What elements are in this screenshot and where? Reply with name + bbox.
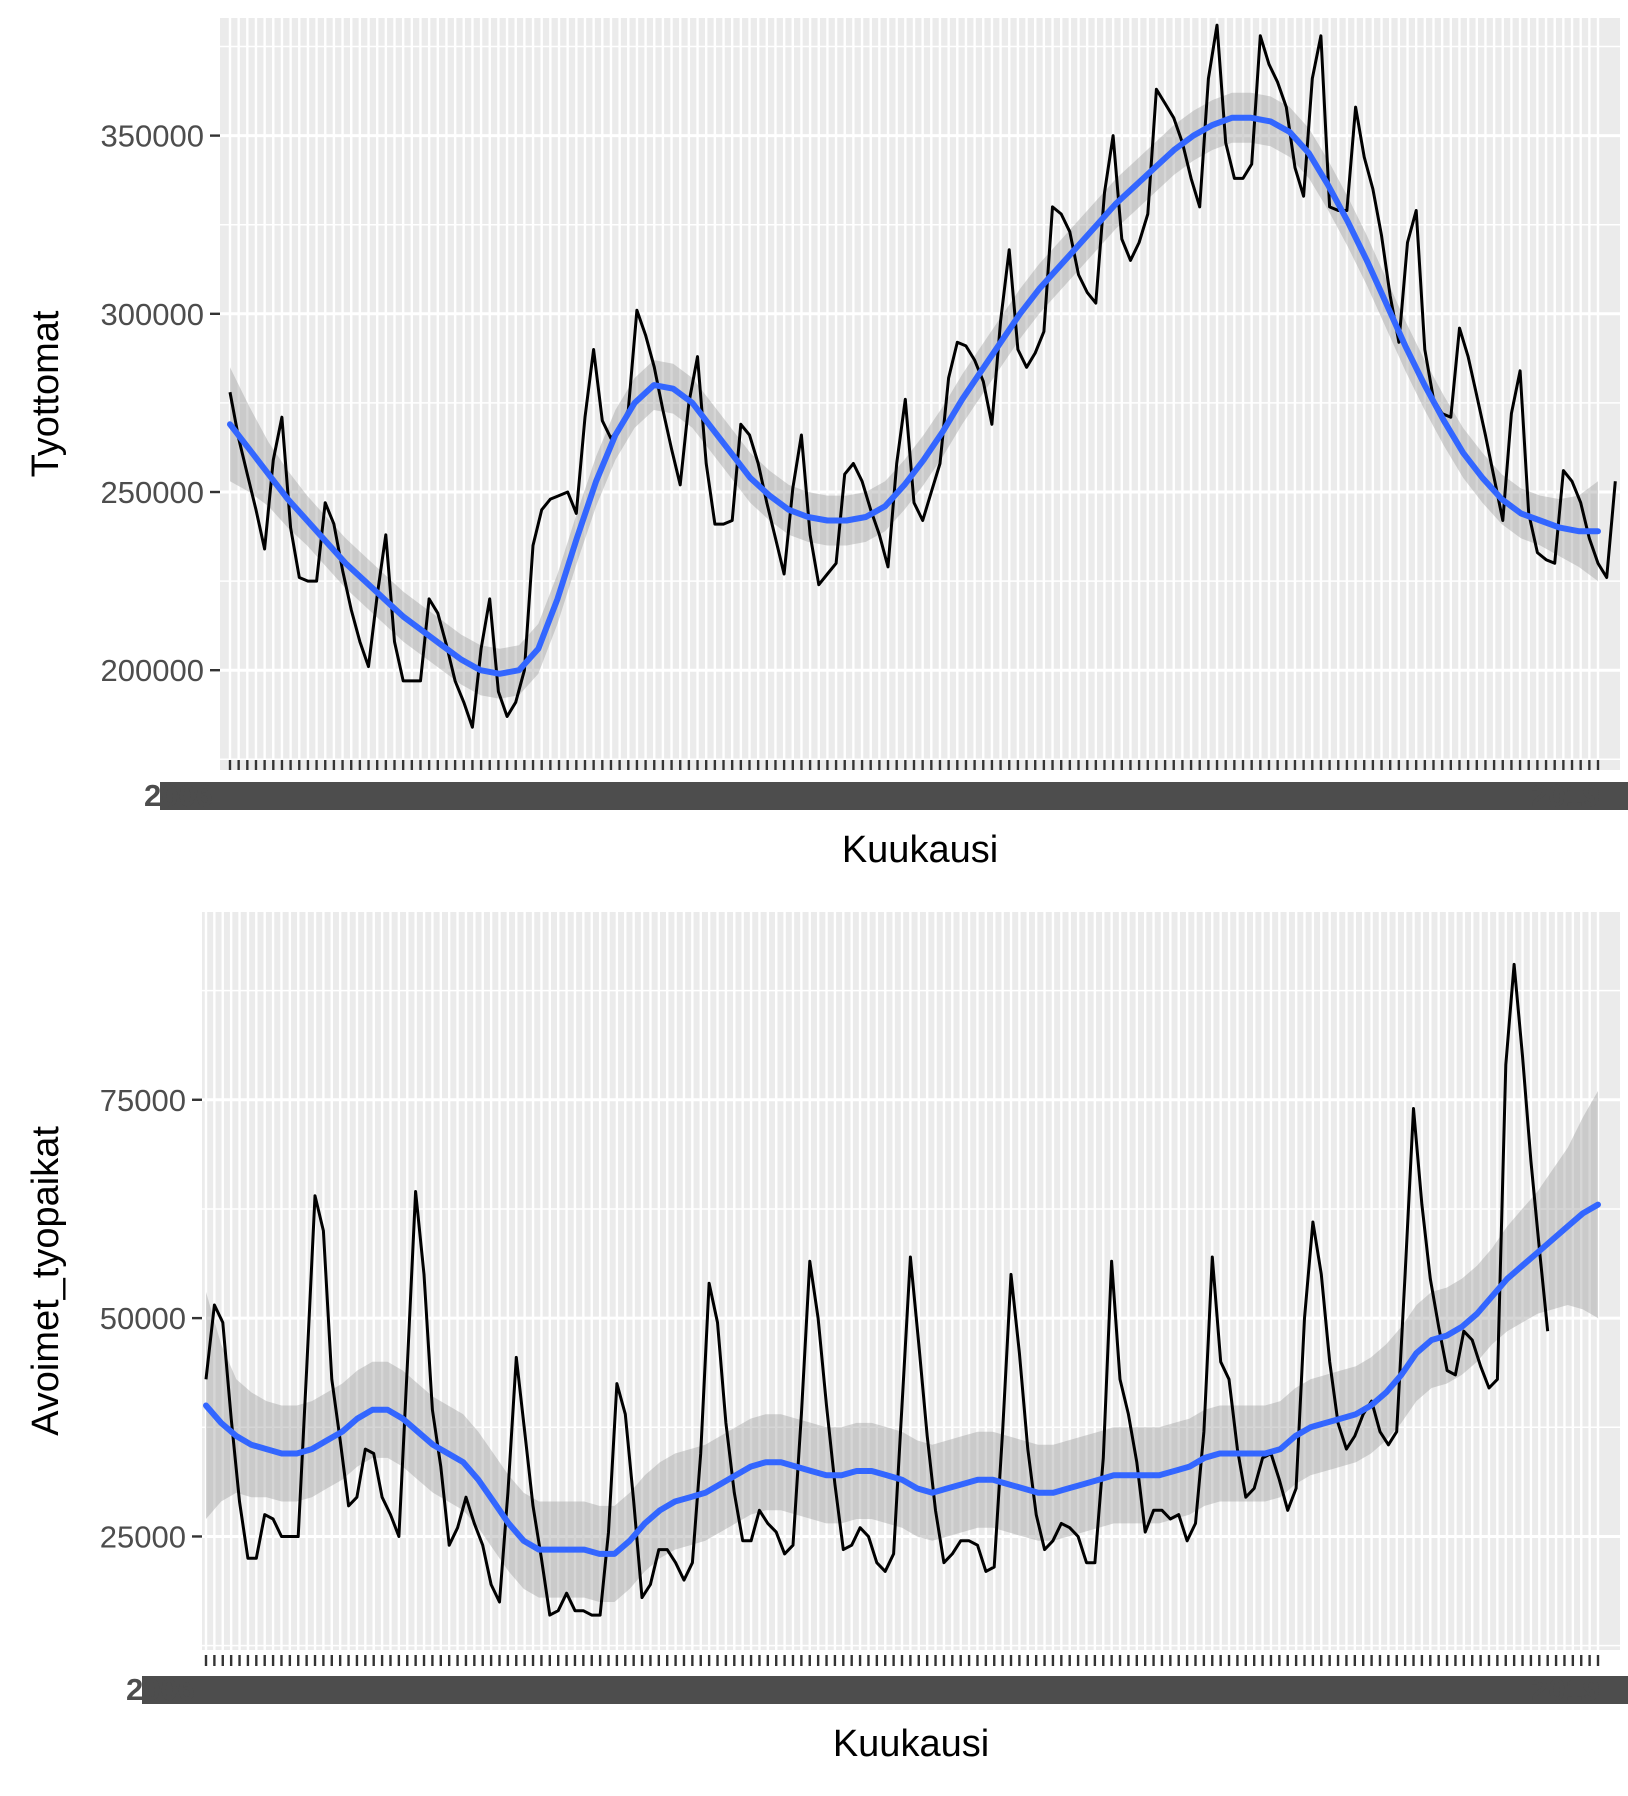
- x-axis-title-tyottomat: Kuukausi: [842, 829, 998, 871]
- y-tick-label: 25000: [100, 1519, 186, 1554]
- y-tick-label: 300000: [101, 297, 204, 332]
- x-tick-labels-tyottomat: 2006 2019: [144, 778, 1628, 813]
- y-tick-label: 350000: [101, 119, 204, 154]
- y-ticks-tyottomat: [210, 134, 220, 672]
- x-tick-label-first: 2006: [144, 778, 213, 813]
- x-tick-labels-overlap: [142, 1676, 1628, 1704]
- x-tick-labels-avoimet-tyopaikat: 2006 2019: [126, 1672, 1628, 1707]
- confidence-band: [206, 1091, 1598, 1602]
- series-tyottomat: [228, 23, 1617, 729]
- x-ticks-tyottomat: [228, 760, 1600, 770]
- x-tick-label-last: 2019: [1531, 1672, 1600, 1707]
- series-avoimet-tyopaikat: [204, 962, 1550, 1617]
- smooth-line-avoimet-tyopaikat: [203, 1201, 1601, 1557]
- confidence-band-avoimet-tyopaikat: [206, 1091, 1598, 1602]
- x-tick-labels-overlap: [160, 782, 1628, 810]
- panel-avoimet-tyopaikat: 25000 50000 75000 2006 2019 Kuukausi Avoime…: [25, 912, 1628, 1765]
- smooth-line: [203, 1201, 1601, 1557]
- y-tick-labels-tyottomat: 200000 250000 300000 350000: [101, 119, 204, 689]
- y-tick-label: 75000: [100, 1083, 186, 1118]
- x-ticks-avoimet-tyopaikat: [204, 1655, 1600, 1666]
- x-axis-title-avoimet-tyopaikat: Kuukausi: [833, 1723, 989, 1765]
- series-line: [204, 962, 1550, 1617]
- series-line: [228, 23, 1617, 729]
- y-tick-labels-avoimet-tyopaikat: 25000 50000 75000: [100, 1083, 186, 1555]
- smooth-line: [227, 114, 1601, 677]
- y-tick-label: 250000: [101, 475, 204, 510]
- panel-tyottomat: 200000 250000 300000 350000 2006 2019 Kuukau…: [25, 18, 1628, 871]
- y-axis-title-tyottomat: Tyottomat: [25, 310, 67, 477]
- y-tick-label: 50000: [100, 1301, 186, 1336]
- y-ticks-avoimet-tyopaikat: [192, 1098, 202, 1538]
- x-tick-label-last: 2019: [1531, 778, 1600, 813]
- y-axis-title-avoimet-tyopaikat: Avoimet_tyopaikat: [25, 1126, 67, 1436]
- x-tick-label-first: 2006: [126, 1672, 195, 1707]
- plot-area-tyottomat: [220, 18, 1620, 770]
- y-tick-label: 200000: [101, 653, 204, 688]
- smooth-line-tyottomat: [227, 114, 1601, 677]
